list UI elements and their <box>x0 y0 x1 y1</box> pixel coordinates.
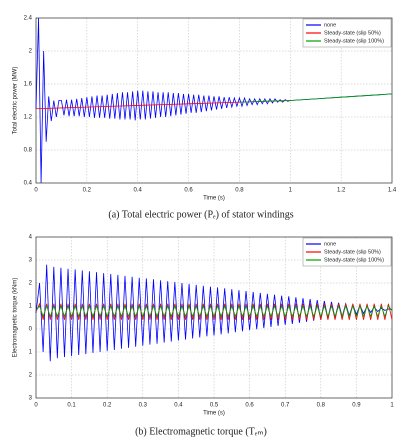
series-line <box>35 264 393 362</box>
y-axis-label: Electromagnetic torque (kNm) <box>13 278 19 358</box>
x-tick-label: 0 <box>34 188 38 194</box>
x-tick-label: 0.8 <box>235 188 244 194</box>
x-tick-label: 1.4 <box>388 188 397 194</box>
y-tick-label: 1 <box>29 350 33 356</box>
x-tick-label: 0.6 <box>245 403 254 409</box>
x-axis-label: Time (s) <box>203 196 225 202</box>
x-tick-label: 0.4 <box>134 188 143 194</box>
x-tick-label: 0.2 <box>83 188 92 194</box>
series-line <box>35 304 393 318</box>
legend-label: Steady-state (slip 50%) <box>324 249 381 255</box>
y-axis-label: Total electric power (MW) <box>13 67 19 135</box>
y-tick-label: 0 <box>29 327 33 333</box>
y-tick-label: 2.4 <box>24 16 33 22</box>
y-tick-label: 4 <box>29 235 33 241</box>
x-tick-label: 1.2 <box>337 188 346 194</box>
legend-label: none <box>324 22 336 28</box>
caption: (a) Total electric power (Pₑ) of stator … <box>108 209 293 220</box>
caption: (b) Electromagnetic torque (Tₑₘ) <box>135 426 267 437</box>
y-tick-label: 2 <box>29 281 33 287</box>
y-tick-label: 1.6 <box>24 82 33 88</box>
y-tick-label: 0.8 <box>24 148 33 154</box>
x-tick-label: 0.6 <box>184 188 193 194</box>
x-tick-label: 1 <box>289 188 293 194</box>
series-line <box>239 93 393 103</box>
legend-label: Steady-state (slip 100%) <box>324 38 384 44</box>
x-tick-label: 0.2 <box>103 403 112 409</box>
series-line <box>35 17 393 184</box>
legend-label: none <box>324 241 336 247</box>
y-tick-label: 3 <box>29 396 33 402</box>
y-tick-label: 1 <box>29 304 33 310</box>
y-tick-label: 3 <box>29 258 33 264</box>
x-tick-label: 0.8 <box>317 403 326 409</box>
x-axis-label: Time (s) <box>203 411 225 417</box>
x-tick-label: 0.5 <box>210 403 219 409</box>
y-tick-label: 1.2 <box>24 115 33 121</box>
plot-frame <box>35 236 393 399</box>
x-tick-label: 0.4 <box>174 403 183 409</box>
x-tick-label: 0.9 <box>352 403 361 409</box>
x-tick-label: 0.1 <box>67 403 76 409</box>
x-tick-label: 1 <box>390 403 394 409</box>
y-tick-label: 2 <box>29 49 33 55</box>
legend-label: Steady-state (slip 50%) <box>324 30 381 36</box>
y-tick-label: 2 <box>29 373 33 379</box>
x-tick-label: 0 <box>34 403 38 409</box>
y-tick-label: 0.4 <box>24 181 33 187</box>
x-tick-label: 0.3 <box>139 403 148 409</box>
x-tick-label: 0.7 <box>281 403 290 409</box>
legend-label: Steady-state (slip 100%) <box>324 257 384 263</box>
